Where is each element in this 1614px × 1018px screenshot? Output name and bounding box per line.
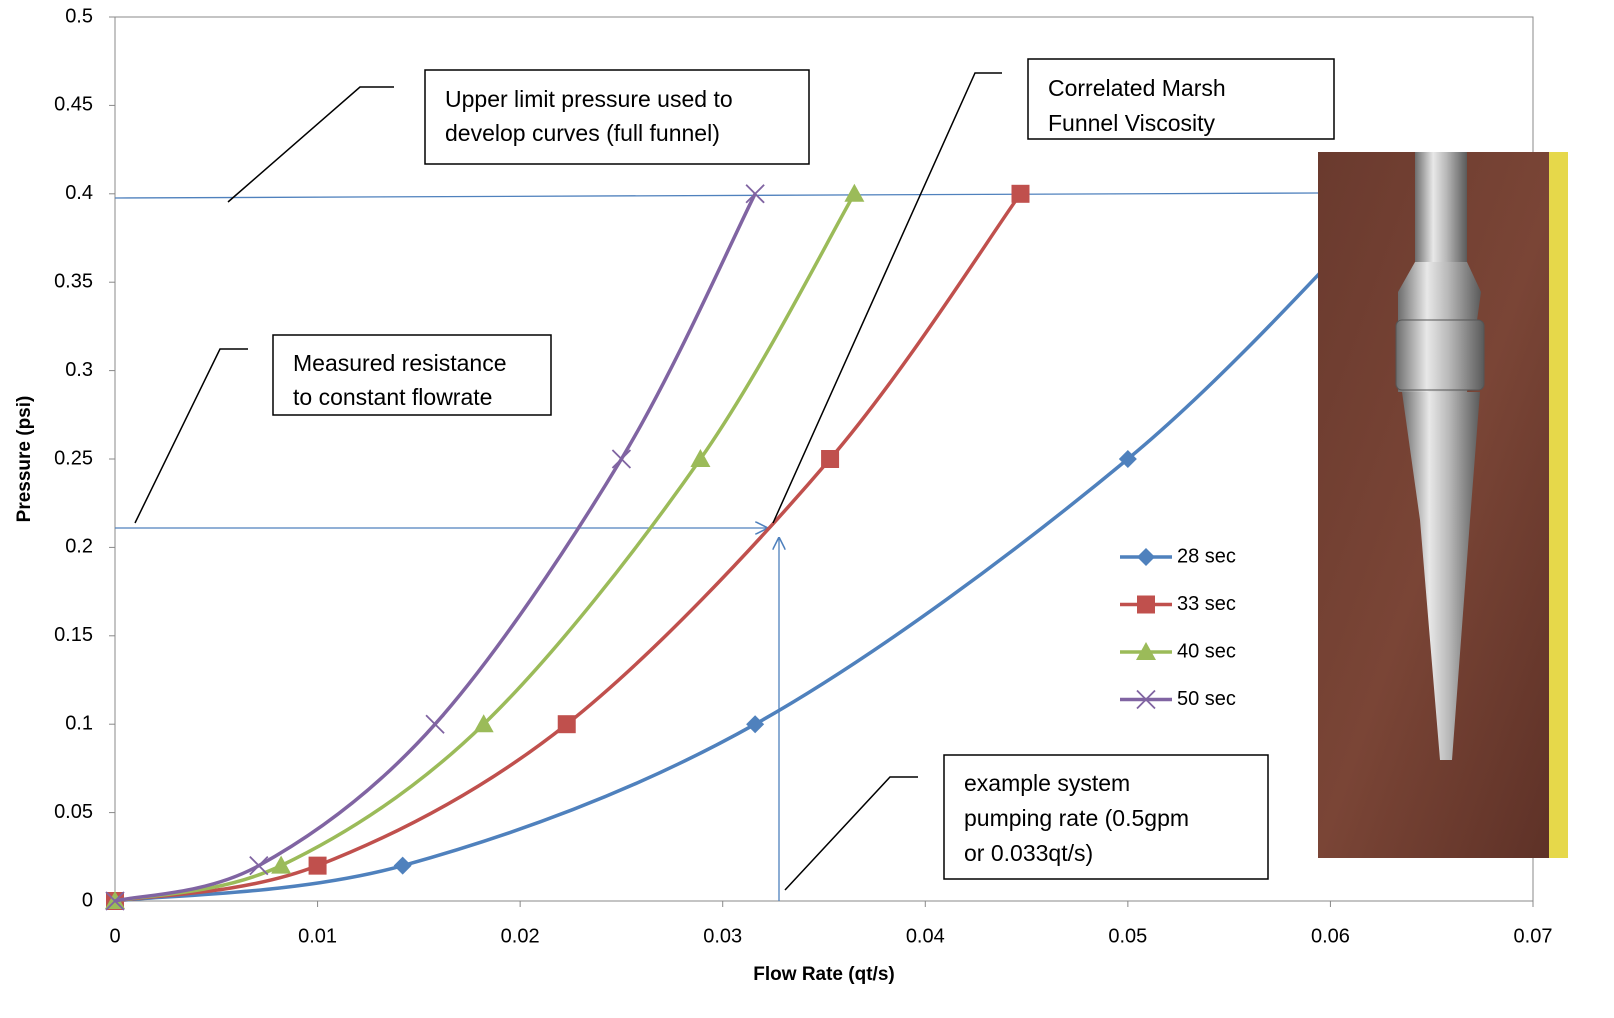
legend-marker: [1136, 642, 1156, 660]
y-tick-label: 0.05: [54, 801, 93, 823]
marker: [746, 715, 765, 734]
marker: [308, 856, 327, 875]
series-line: [114, 192, 1397, 903]
y-tick-label: 0: [82, 889, 93, 911]
marker: [105, 891, 125, 911]
marker: [611, 449, 632, 469]
marker: [557, 715, 576, 734]
legend-marker: [1137, 595, 1155, 614]
x-tick-label: 0.05: [1108, 925, 1147, 947]
marker: [745, 184, 765, 204]
y-tick-label: 0.45: [54, 94, 93, 116]
x-tick-label: 0.02: [501, 925, 540, 947]
callout-box: [943, 754, 1269, 880]
marker: [844, 183, 865, 202]
legend-marker: [1137, 548, 1155, 566]
annotation: develop curves (full funnel): [445, 120, 720, 146]
y-tick-label: 0.3: [65, 359, 93, 381]
y-tick-label: 0.25: [54, 447, 93, 469]
marker: [1118, 450, 1137, 468]
annotation: Measured resistance: [293, 350, 507, 376]
y-tick-label: 0.2: [65, 536, 93, 558]
y-tick-label: 0.5: [65, 5, 93, 27]
x-tick-label: 0.01: [298, 925, 337, 947]
marker: [1011, 184, 1030, 203]
annotation: pumping rate (0.5gpm: [964, 805, 1189, 831]
y-tick-label: 0.35: [54, 270, 93, 292]
callout-box: [424, 69, 810, 165]
x-tick-label: 0: [109, 925, 120, 947]
annotation: Correlated Marsh: [1048, 75, 1226, 101]
legend-label: 40 sec: [1177, 640, 1236, 662]
marker: [271, 855, 292, 874]
reference-line: [114, 192, 1319, 199]
x-axis-title: Flow Rate (qt/s): [753, 964, 894, 985]
series-line: [114, 193, 757, 903]
legend-marker: [1136, 689, 1156, 710]
marker: [690, 449, 711, 467]
y-axis-title: Pressure (psi): [14, 396, 35, 523]
x-tick-label: 0.03: [703, 925, 742, 947]
legend-label: 50 sec: [1177, 688, 1236, 710]
y-tick-label: 0.15: [54, 624, 93, 646]
marker: [425, 714, 445, 734]
marker: [393, 856, 412, 875]
x-tick-label: 0.07: [1514, 925, 1553, 947]
legend-label: 28 sec: [1177, 545, 1236, 567]
marker: [821, 450, 840, 468]
callout-leaders: [134, 72, 1002, 891]
callout-box: [272, 334, 552, 416]
marker: [249, 856, 269, 876]
x-tick-label: 0.06: [1311, 925, 1350, 947]
marker: [473, 714, 494, 733]
annotation: to constant flowrate: [293, 384, 492, 410]
annotation: or 0.033qt/s): [964, 840, 1093, 866]
annotation: example system: [964, 770, 1130, 796]
annotation: Funnel Viscosity: [1048, 110, 1216, 136]
annotation: Upper limit pressure used to: [445, 86, 733, 112]
callout-box: [1027, 58, 1335, 140]
y-tick-label: 0.1: [65, 712, 93, 734]
photo: [1318, 152, 1568, 858]
y-tick-label: 0.4: [65, 182, 93, 204]
x-tick-label: 0.04: [906, 925, 945, 947]
series-line: [114, 192, 856, 903]
series-line: [114, 192, 1022, 903]
legend-label: 33 sec: [1177, 593, 1236, 615]
